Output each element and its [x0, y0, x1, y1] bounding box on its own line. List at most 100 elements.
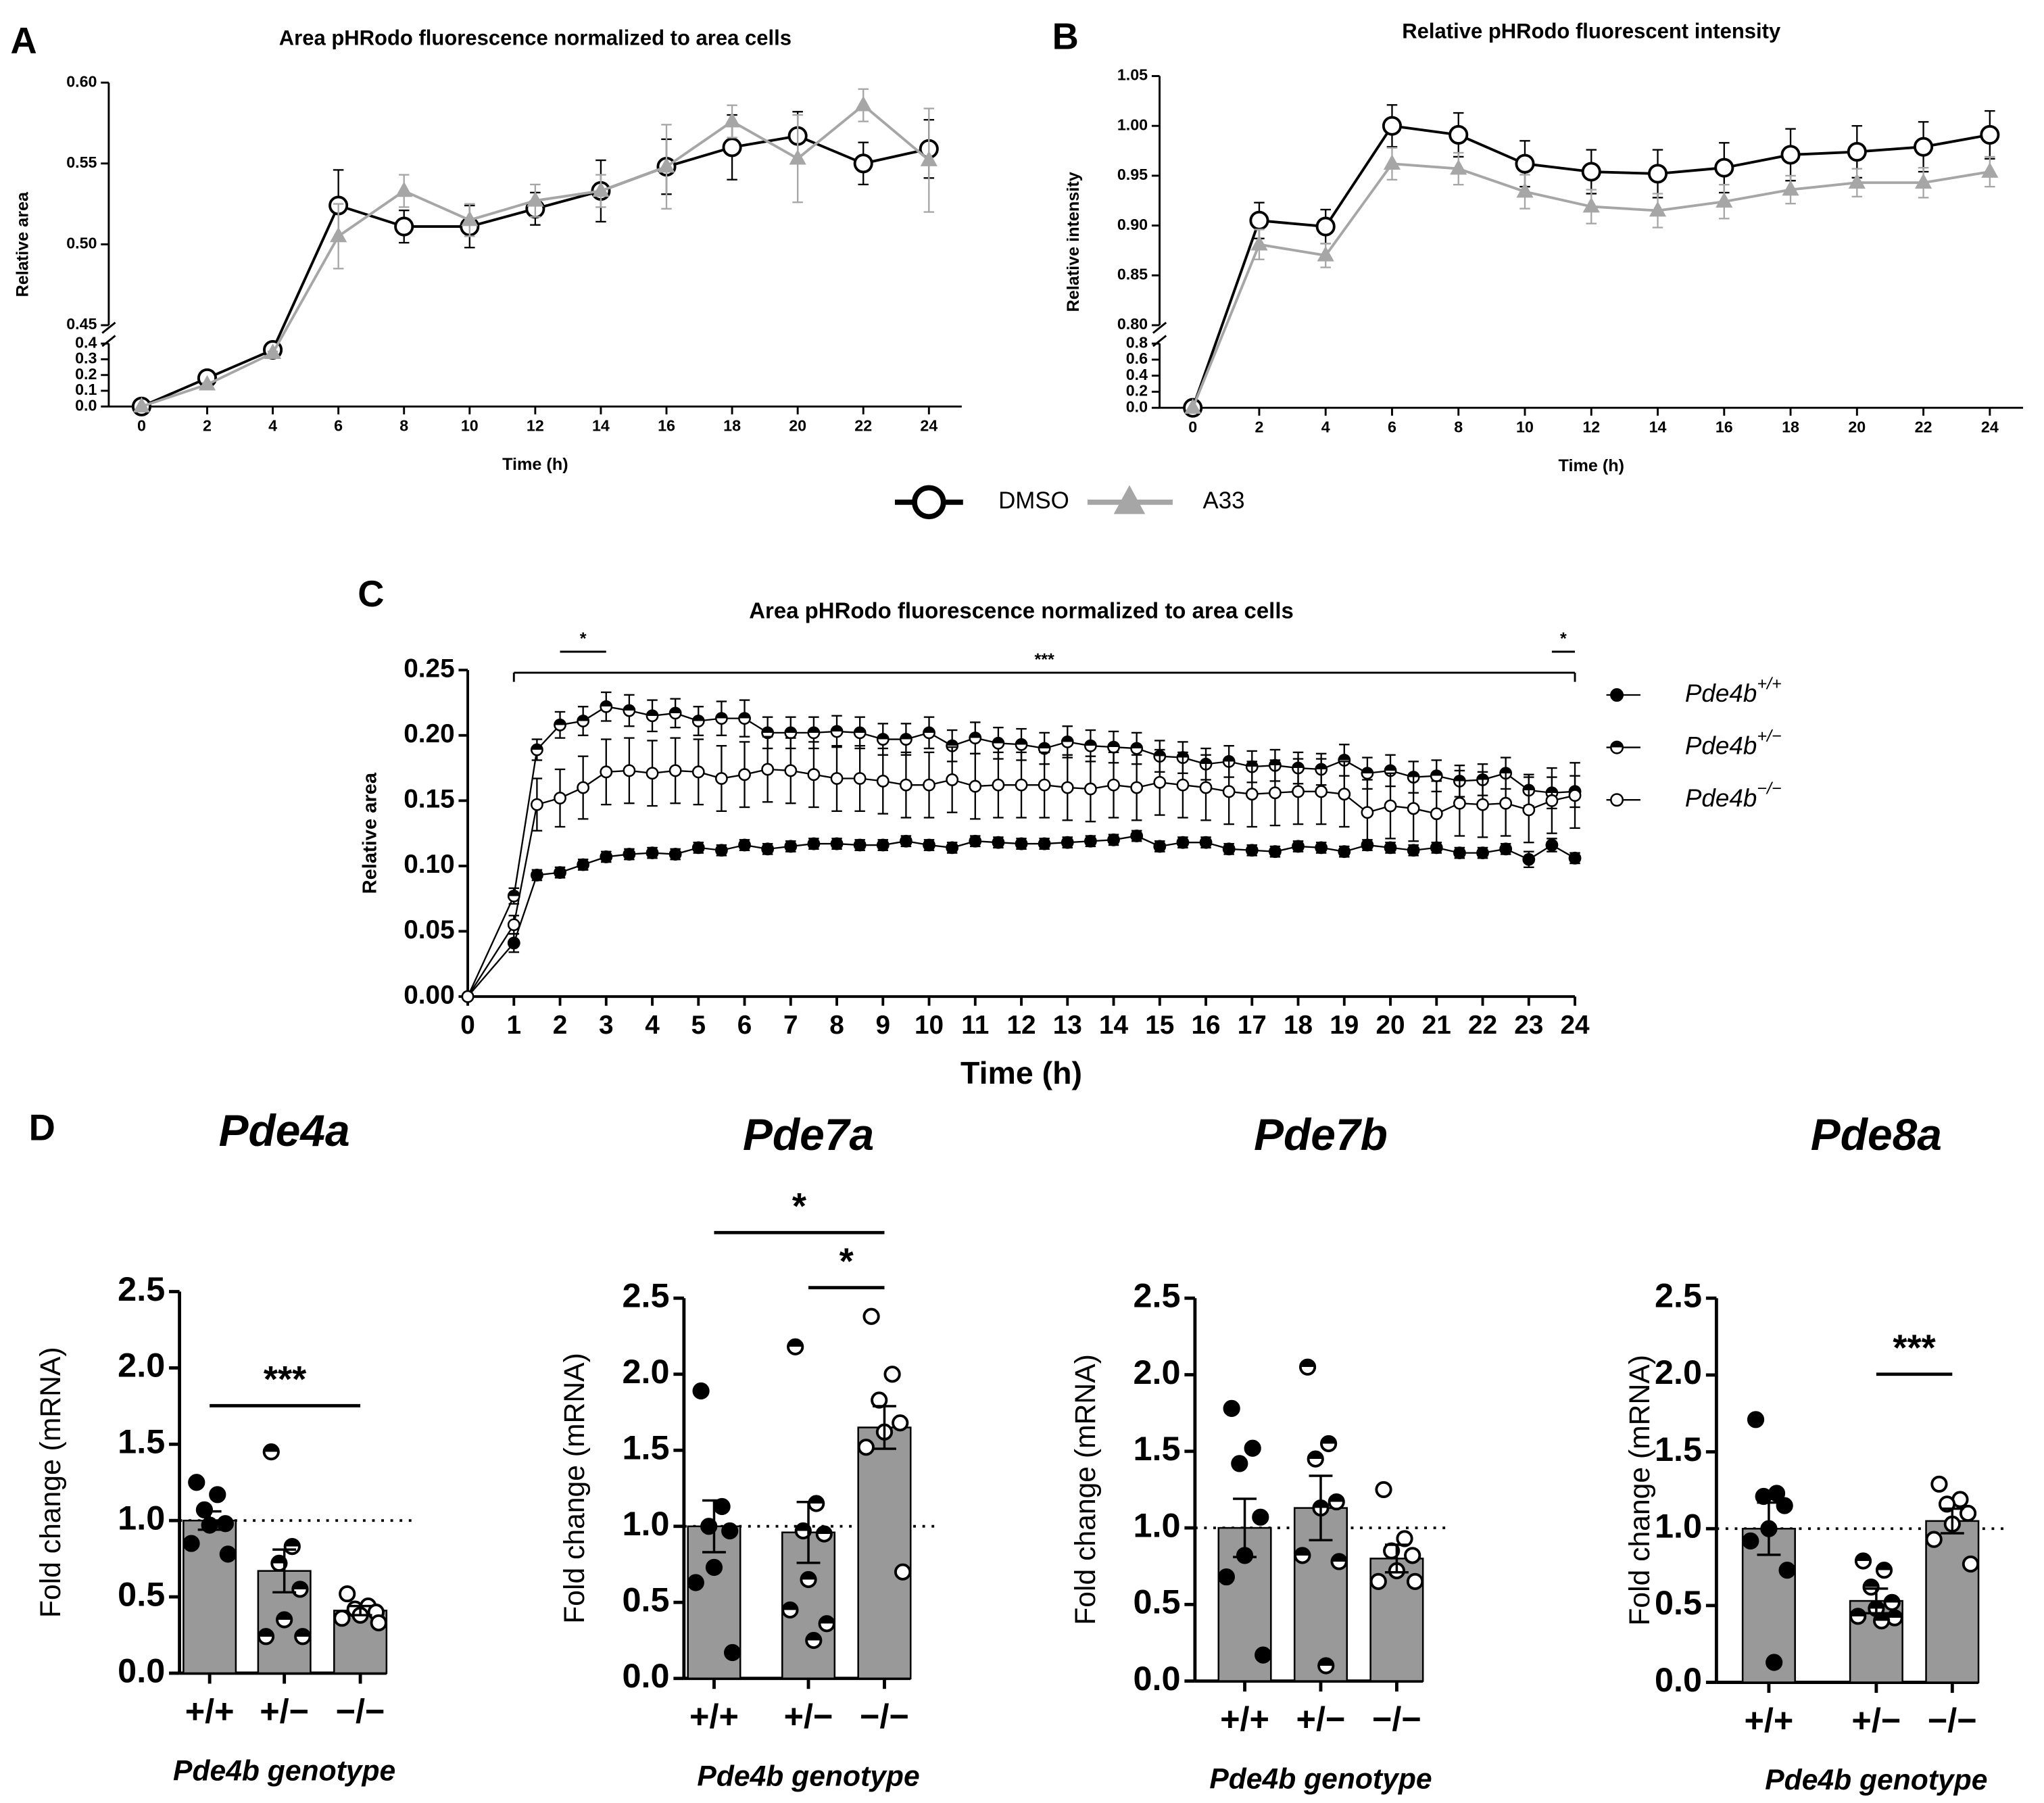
marker	[1328, 1493, 1345, 1511]
marker	[1450, 159, 1467, 175]
marker	[807, 837, 821, 850]
marker	[1862, 1579, 1880, 1596]
marker	[1107, 740, 1120, 754]
marker	[894, 1563, 912, 1581]
marker	[1516, 182, 1534, 198]
x-tick-label: 2	[203, 417, 212, 435]
marker	[527, 191, 544, 207]
marker	[1649, 201, 1667, 217]
marker	[188, 1474, 205, 1491]
chart-title: Relative pHRodo fluorescent intensity	[1402, 20, 1781, 43]
marker	[1407, 802, 1420, 815]
marker	[1747, 1411, 1765, 1428]
marker	[1515, 153, 1535, 174]
marker	[1404, 1547, 1421, 1564]
series-line	[141, 135, 929, 408]
marker	[592, 181, 610, 197]
marker	[554, 718, 566, 731]
marker	[818, 1615, 835, 1633]
marker	[687, 1574, 704, 1591]
y-axis-label: Fold change (mRNA)	[1069, 1354, 1102, 1625]
x-tick-label: 13	[1053, 1011, 1082, 1040]
marker	[723, 112, 741, 128]
x-tick-label: −/−	[860, 1697, 909, 1735]
marker	[646, 709, 659, 723]
marker	[1038, 837, 1051, 850]
marker	[784, 726, 798, 740]
x-tick-label: 24	[1981, 418, 1999, 436]
significance-label: ***	[264, 1359, 307, 1400]
y-axis-label: Fold change (mRNA)	[1624, 1355, 1656, 1626]
marker	[1061, 736, 1074, 748]
marker	[600, 700, 613, 713]
marker	[531, 798, 543, 811]
significance-label: *	[840, 1241, 854, 1282]
marker	[805, 1631, 823, 1650]
legend-name: Pde4b	[1685, 731, 1757, 759]
marker	[853, 153, 873, 174]
marker	[209, 1486, 226, 1504]
x-tick-label: 0	[137, 417, 146, 435]
marker	[923, 726, 935, 740]
chart-title: Pde8a	[1811, 1109, 1942, 1159]
y-tick-label: 1.5	[622, 1428, 669, 1467]
marker	[1176, 836, 1190, 849]
legend-genotype: +/+	[1757, 674, 1781, 693]
marker	[1568, 851, 1582, 865]
y-tick-label: 1.0	[622, 1504, 669, 1543]
marker	[1914, 137, 1934, 157]
y-tick-label: 0.2	[75, 365, 97, 383]
chart-title: Area pHRodo fluorescence normalized to a…	[749, 598, 1294, 623]
marker	[722, 137, 742, 158]
marker	[1383, 154, 1401, 170]
marker	[195, 1501, 213, 1519]
marker	[691, 715, 705, 727]
x-tick-label: 15	[1145, 1011, 1174, 1040]
y-tick-label: 0.0	[1126, 398, 1148, 415]
marker	[715, 844, 728, 857]
marker	[600, 765, 613, 779]
marker	[946, 841, 959, 855]
x-tick-label: 12	[527, 417, 544, 435]
marker	[531, 743, 543, 756]
legend-name: Pde4b	[1685, 679, 1757, 707]
legend-marker	[1610, 793, 1624, 807]
marker	[1914, 173, 1932, 189]
marker	[600, 850, 613, 863]
marker	[577, 858, 590, 871]
x-tick-label: 20	[789, 417, 806, 435]
marker	[900, 834, 912, 848]
marker	[830, 725, 844, 738]
marker	[1249, 210, 1269, 231]
marker	[1766, 1654, 1783, 1671]
marker	[554, 792, 566, 804]
x-tick-label: −/−	[336, 1691, 385, 1730]
y-tick-label: 0.0	[1133, 1659, 1180, 1698]
marker	[507, 936, 520, 950]
x-tick-label: 0	[1188, 418, 1197, 436]
x-tick-label: 14	[592, 417, 610, 435]
y-tick-label: 1.5	[118, 1422, 165, 1461]
marker	[1375, 1481, 1392, 1499]
marker	[1338, 788, 1351, 801]
marker	[1107, 778, 1120, 792]
marker	[807, 726, 821, 740]
y-axis-label: Relative intensity	[1064, 172, 1083, 312]
marker	[830, 837, 844, 850]
marker	[1292, 840, 1305, 853]
x-tick-label: +/+	[689, 1697, 739, 1735]
legend-label: DMSO	[998, 487, 1069, 514]
marker	[1581, 162, 1601, 182]
marker	[1714, 158, 1734, 178]
x-axis-label: Pde4b genotype	[1209, 1762, 1432, 1795]
x-tick-label: +/−	[784, 1697, 833, 1735]
marker	[1222, 842, 1236, 856]
marker	[923, 838, 935, 852]
x-tick-label: 18	[1284, 1011, 1313, 1040]
marker	[623, 764, 636, 777]
y-tick-label: 1.00	[1117, 116, 1148, 133]
marker	[1847, 141, 1867, 162]
significance-label: *	[580, 629, 587, 648]
marker	[1384, 799, 1397, 813]
